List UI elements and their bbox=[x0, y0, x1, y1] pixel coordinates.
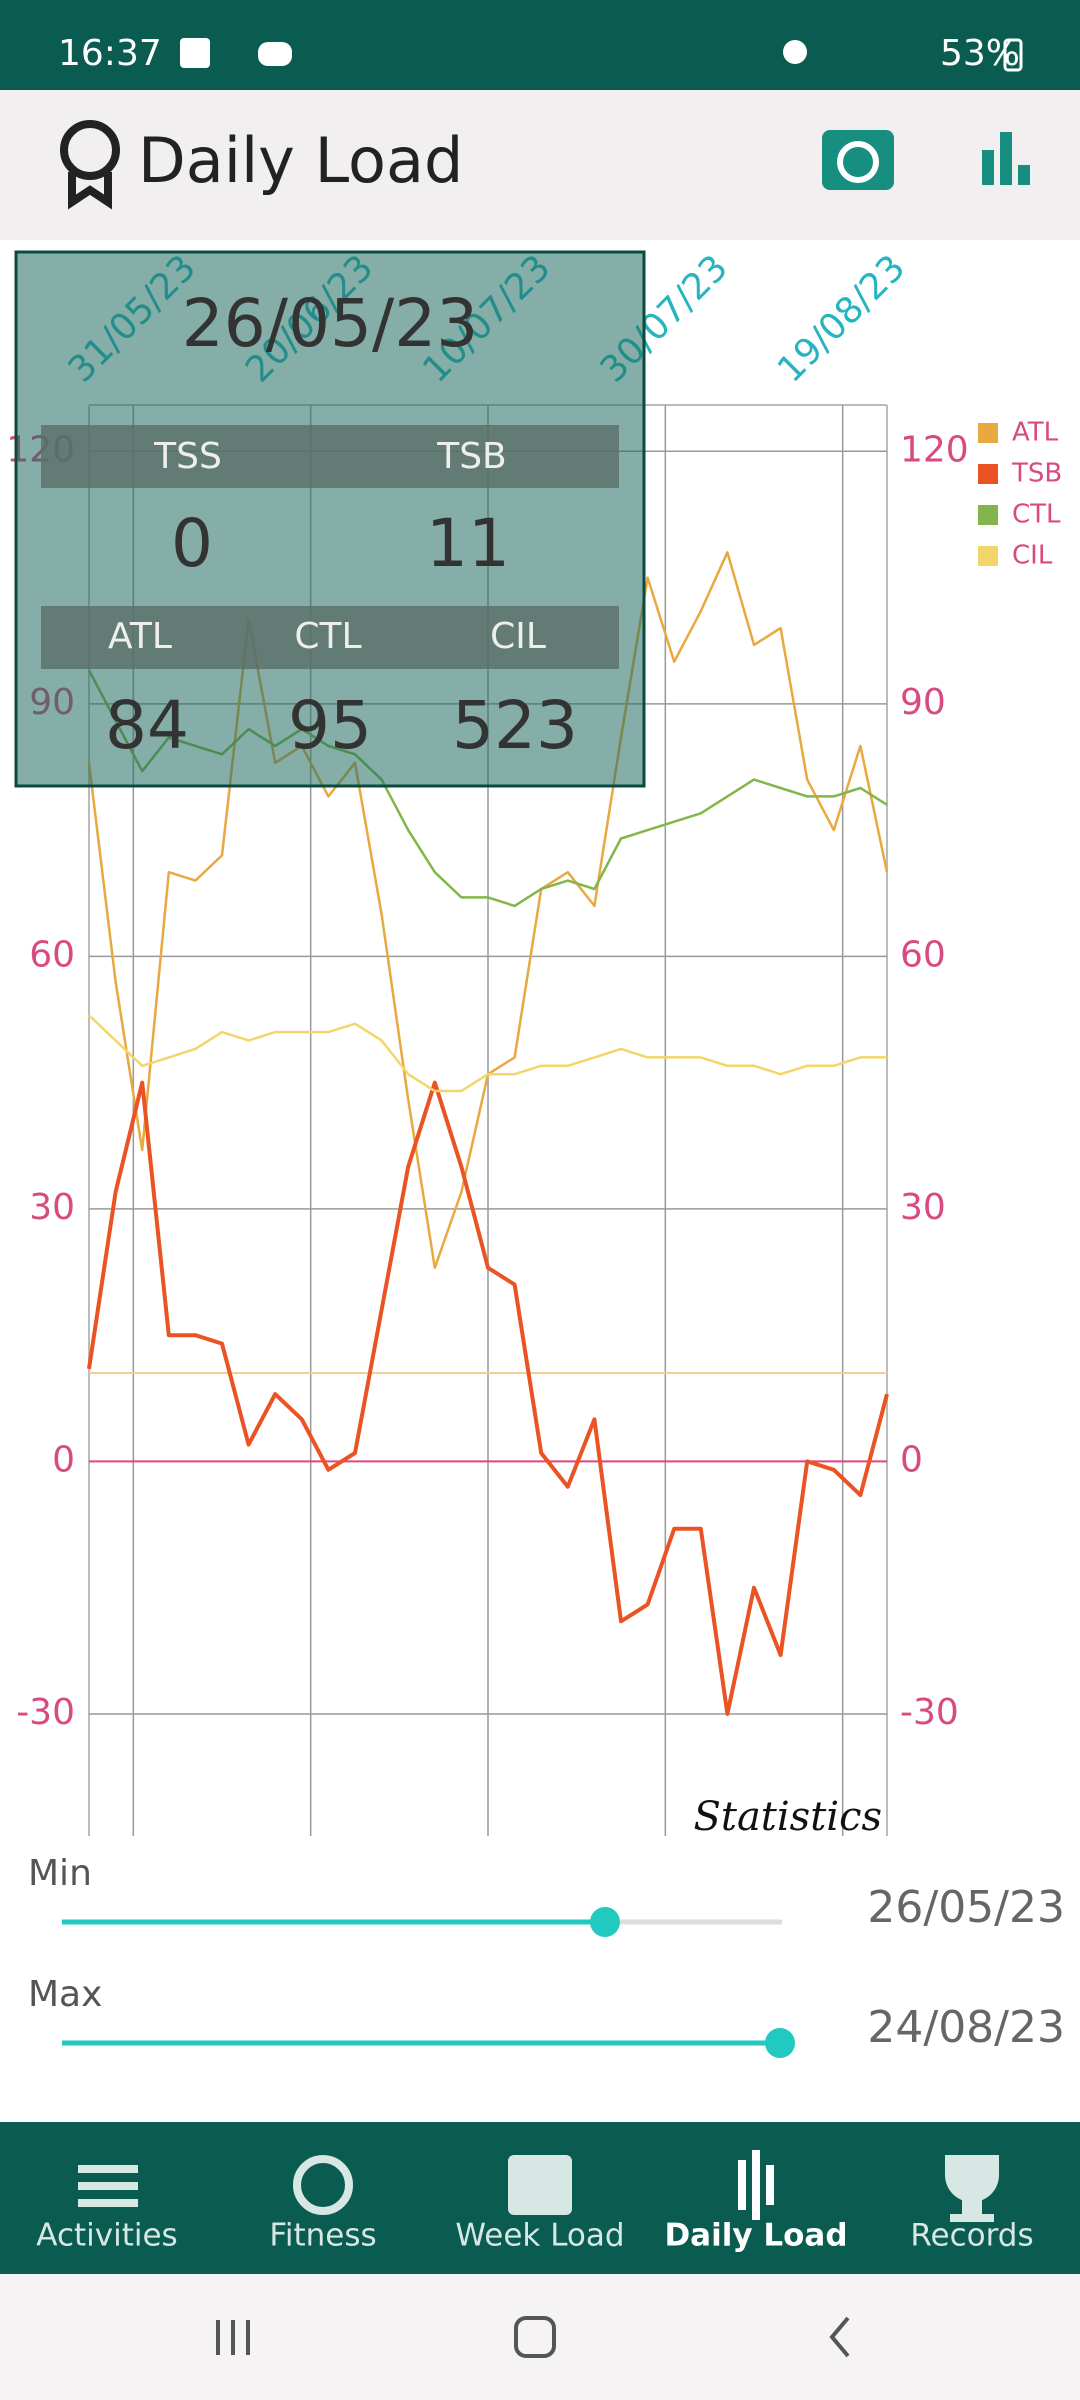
legend-label: CIL bbox=[1012, 541, 1053, 571]
app-title: Daily Load bbox=[138, 124, 463, 197]
popup: 26/05/23 TSS TSB ATL CTL CIL 0 11 84 95 … bbox=[14, 250, 646, 788]
nav-label[interactable]: Records bbox=[910, 2218, 1033, 2254]
y-tick-label-right: -30 bbox=[900, 1692, 959, 1733]
series-line bbox=[88, 1014, 887, 1093]
popup-header: ATL bbox=[108, 616, 172, 657]
y-tick-label-right: 60 bbox=[900, 934, 946, 975]
popup-header: CTL bbox=[294, 616, 361, 657]
popup-header-row bbox=[41, 606, 619, 669]
y-tick-label-right: 0 bbox=[900, 1439, 923, 1480]
popup-box bbox=[14, 250, 646, 788]
y-tick-label-left: -30 bbox=[16, 1692, 75, 1733]
legend-label: CTL bbox=[1012, 500, 1061, 530]
popup-header: TSB bbox=[436, 436, 507, 477]
max-value: 24/08/23 bbox=[867, 2002, 1065, 2053]
status-time: 16:37 bbox=[58, 33, 162, 74]
y-tick-label-left: 60 bbox=[29, 934, 75, 975]
y-tick-label-right: 120 bbox=[900, 429, 969, 470]
camera-button[interactable] bbox=[822, 130, 894, 190]
y-tick-label-right: 90 bbox=[900, 682, 946, 723]
legend-swatch bbox=[978, 505, 998, 525]
max-label: Max bbox=[28, 1974, 102, 2015]
camera-lens bbox=[837, 141, 879, 183]
popup-header: TSS bbox=[153, 436, 222, 477]
popup-value: 11 bbox=[426, 505, 510, 582]
popup-date: 26/05/23 bbox=[182, 285, 478, 362]
battery-icon bbox=[1003, 38, 1023, 72]
legend-swatch bbox=[978, 423, 998, 443]
series-line bbox=[87, 1080, 889, 1716]
legend-label: TSB bbox=[1011, 459, 1062, 489]
system-nav bbox=[0, 2274, 1080, 2400]
y-tick-label-left: 0 bbox=[52, 1439, 75, 1480]
location-icon bbox=[783, 40, 807, 64]
nav-label[interactable]: Activities bbox=[36, 2218, 177, 2254]
app-icon bbox=[60, 120, 120, 180]
popup-header-row bbox=[41, 425, 619, 488]
popup-value: 95 bbox=[288, 687, 372, 764]
y-tick-label-right: 30 bbox=[900, 1187, 946, 1228]
legend-swatch bbox=[978, 464, 998, 484]
x-tick-label: 19/08/23 bbox=[770, 247, 913, 390]
popup-value: 84 bbox=[105, 687, 189, 764]
status-bar bbox=[0, 0, 1080, 90]
min-label: Min bbox=[28, 1853, 92, 1894]
app-bar bbox=[0, 90, 1080, 240]
nav-label[interactable]: Fitness bbox=[269, 2218, 376, 2254]
popup-value: 0 bbox=[171, 505, 213, 582]
app-icon bbox=[68, 172, 112, 210]
nav-label[interactable]: Daily Load bbox=[664, 2218, 847, 2254]
max-thumb[interactable] bbox=[765, 2028, 795, 2058]
legend-swatch bbox=[978, 546, 998, 566]
chart-button[interactable] bbox=[982, 132, 1030, 185]
chart-annotation: Statistics bbox=[693, 1794, 882, 1840]
legend-label: ATL bbox=[1012, 418, 1059, 448]
min-thumb[interactable] bbox=[590, 1907, 620, 1937]
system-nav-icons bbox=[216, 2316, 850, 2358]
nav-label[interactable]: Week Load bbox=[455, 2218, 624, 2254]
min-value: 26/05/23 bbox=[867, 1882, 1065, 1933]
popup-header: CIL bbox=[490, 616, 546, 657]
popup-value: 523 bbox=[452, 687, 578, 764]
notif-icon bbox=[258, 42, 292, 66]
nav-icons bbox=[78, 2150, 999, 2222]
notif-icon bbox=[180, 38, 210, 68]
y-tick-label-left: 30 bbox=[29, 1187, 75, 1228]
